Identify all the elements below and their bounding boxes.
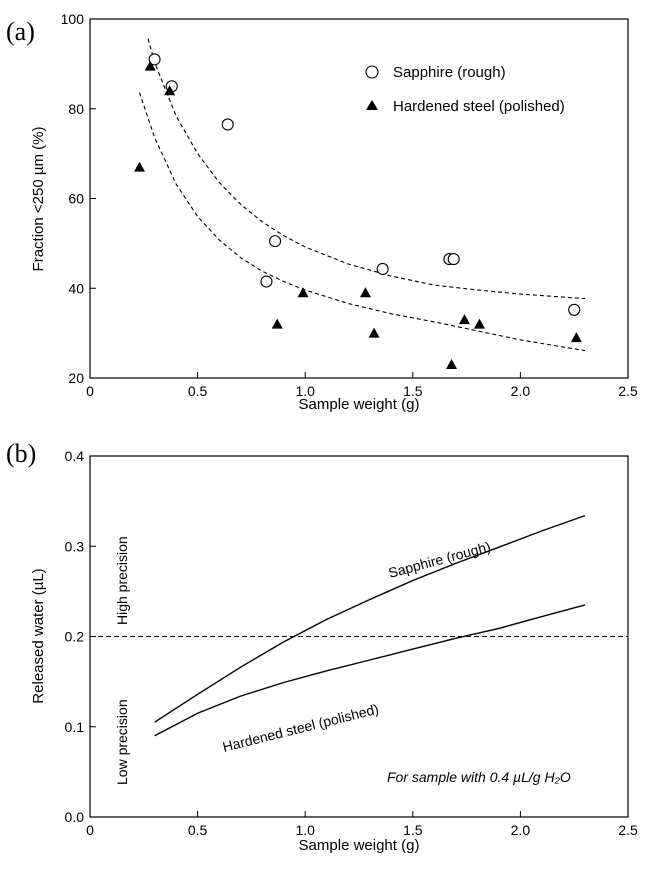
panel-b-x-tick-label: 1.5 [403, 822, 423, 838]
panel-a-data-points [133, 53, 582, 370]
panel-b-curves [154, 514, 586, 737]
sapphire-data-point [260, 275, 273, 288]
steel-line [154, 604, 586, 737]
panel-b-x-tick-label: 2.5 [618, 822, 638, 838]
panel-b-y-tick-label: 0.2 [65, 629, 85, 645]
panel-b-ticks: 0 0.5 1.0 1.5 2.0 2.5 0.0 0.1 0.2 0.3 0.4 [65, 448, 638, 838]
panel-a-legend: Sapphire (rough) Hardened steel (polishe… [365, 64, 565, 115]
sapphire-data-point [447, 253, 460, 266]
panel-a-x-tick-label: 2.5 [618, 383, 638, 399]
sapphire-line [154, 514, 586, 723]
steel-data-point [458, 314, 470, 325]
panel-a-label: (a) [6, 17, 35, 46]
steel-data-point [474, 318, 486, 329]
curve-label-sapphire: Sapphire (rough) [387, 538, 493, 581]
panel-a-x-axis-label: Sample weight (g) [299, 396, 420, 413]
curve-label-steel: Hardened steel (polished) [221, 701, 380, 755]
steel-data-point [368, 327, 380, 338]
panel-b-y-tick-label: 0.3 [65, 538, 85, 554]
panel-b-x-tick-label: 2.0 [511, 822, 531, 838]
panel-a-frame [89, 18, 629, 379]
panel-b-y-tick-label: 0.1 [65, 719, 85, 735]
sapphire-data-point [221, 118, 234, 131]
panel-b: (b) 0 0.5 1.0 1.5 2.0 2.5 0.0 0.1 0.2 0.3 0.4 Samp… [6, 439, 638, 854]
panel-a-y-tick-label: 60 [68, 191, 84, 207]
sapphire-data-point [376, 262, 389, 276]
legend-sapphire-label: Sapphire (rough) [393, 64, 506, 81]
panel-a-x-tick-label: 1.5 [403, 383, 423, 399]
panel-a-y-tick-label: 20 [68, 370, 84, 386]
panel-a-fit-curves [138, 38, 586, 352]
fit-curve-steel [138, 92, 586, 352]
fit-curve-sapphire [147, 38, 586, 300]
legend-sapphire-marker [365, 65, 379, 79]
panel-a: (a) 0 0.5 1.0 1.5 2.0 2.5 20 40 60 80 100 Sample w… [6, 11, 638, 413]
steel-data-point [359, 287, 371, 298]
sapphire-data-point [568, 303, 581, 316]
panel-a-x-tick-label: 1.0 [295, 383, 315, 399]
steel-data-point [297, 287, 309, 298]
panel-b-x-tick-label: 1.0 [295, 822, 315, 838]
panel-a-y-tick-label: 80 [68, 101, 84, 117]
panel-b-label: (b) [6, 439, 36, 468]
panel-b-x-axis-label: Sample weight (g) [299, 837, 420, 854]
panel-b-y-tick-label: 0.4 [65, 448, 85, 464]
annotation-note: For sample with 0.4 µL/g H₂O [387, 769, 571, 785]
panel-a-x-tick-label: 0.5 [188, 383, 208, 399]
panel-b-y-axis-label: Released water (µL) [30, 568, 47, 703]
panel-b-x-tick-label: 0 [86, 822, 94, 838]
panel-a-ticks: 0 0.5 1.0 1.5 2.0 2.5 20 40 60 80 100 [61, 11, 638, 399]
steel-data-point [570, 332, 582, 343]
legend-steel-label: Hardened steel (polished) [393, 98, 565, 115]
panel-a-y-axis-label: Fraction <250 µm (%) [30, 127, 47, 272]
region-label-high-precision: High precision [114, 536, 130, 625]
panel-a-x-tick-label: 2.0 [511, 383, 531, 399]
sapphire-data-point [269, 235, 282, 248]
steel-data-point [144, 60, 156, 71]
steel-data-point [133, 161, 145, 172]
steel-data-point [446, 359, 458, 370]
panel-a-y-tick-label: 40 [68, 280, 84, 296]
sapphire-data-point [148, 53, 161, 66]
steel-data-point [164, 85, 176, 96]
panel-b-y-tick-label: 0.0 [65, 809, 85, 825]
panel-a-x-tick-label: 0 [86, 383, 94, 399]
panel-a-y-tick-label: 100 [61, 11, 85, 27]
panel-b-x-tick-label: 0.5 [188, 822, 208, 838]
region-label-low-precision: Low precision [114, 699, 130, 785]
steel-data-point [271, 318, 283, 329]
legend-steel-marker [366, 100, 378, 110]
